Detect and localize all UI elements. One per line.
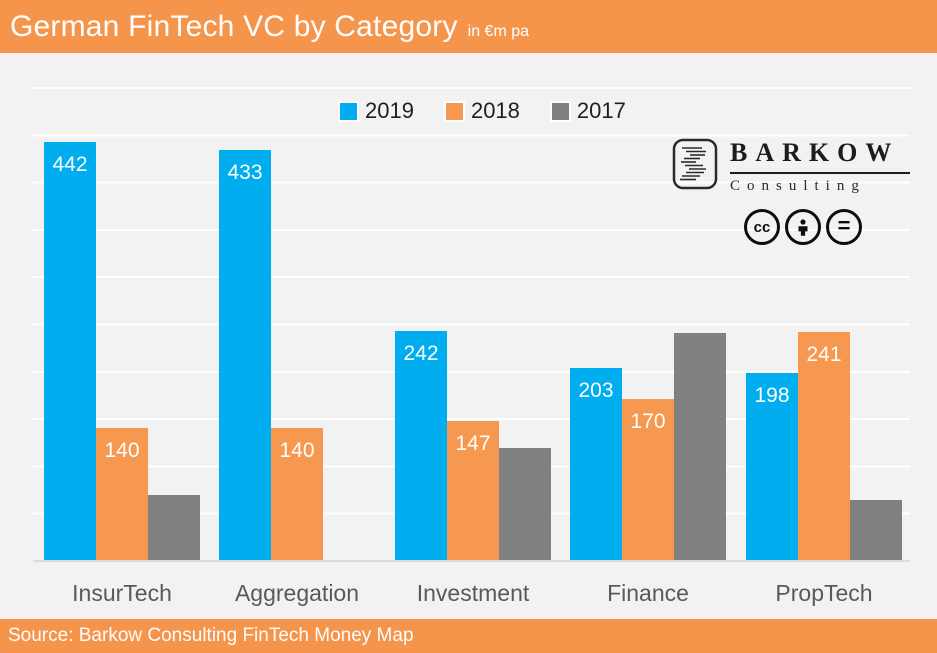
page-title: German FinTech VC by Category	[10, 10, 458, 43]
bar-value-label: 241	[806, 343, 842, 366]
bar-2019-proptech: 198	[746, 372, 798, 560]
bar-value-label: 198	[754, 383, 790, 407]
barkow-wordmark: BARKOW	[730, 138, 900, 167]
bar-value-label: 203	[578, 379, 614, 402]
bar-2018-investment: 147	[447, 420, 499, 560]
bar-value-label: 242	[403, 342, 439, 366]
bar-value-label: 140	[279, 438, 315, 462]
category-label-finance: Finance	[607, 580, 689, 606]
title-units: in €m pa	[467, 23, 530, 40]
cc-icon: cc	[744, 209, 780, 245]
source-text: Source: Barkow Consulting FinTech Money …	[8, 625, 414, 646]
bar-2019-aggregation: 433	[219, 150, 271, 560]
bar-value-label: 433	[227, 161, 263, 185]
legend-swatch-2019	[338, 100, 359, 122]
bar-2019-investment: 242	[395, 331, 447, 560]
bar-2017-finance	[674, 333, 726, 560]
bar-2019-insurtech: 442	[44, 141, 96, 560]
legend-item-2017: 2017	[549, 98, 626, 124]
bar-value-label: 140	[104, 438, 140, 462]
bar-2017-insurtech	[148, 494, 200, 560]
bar-value-label: 170	[630, 410, 666, 434]
category-label-proptech: PropTech	[775, 580, 873, 606]
category-label-investment: Investment	[416, 580, 530, 606]
bar-value-label: 442	[52, 152, 88, 176]
bar-2019-finance: 203	[570, 368, 622, 560]
plot-area: 442 140 433 140 242 147 203 170 198 241	[33, 87, 910, 560]
bar-2017-proptech	[850, 500, 902, 560]
no-derivatives-equals-icon: =	[826, 209, 862, 245]
legend-item-2018: 2018	[443, 98, 520, 124]
bar-2018-finance: 170	[622, 399, 674, 560]
attribution-person-icon	[785, 209, 821, 245]
bar-value-label: 147	[455, 431, 491, 455]
barkow-branding: BARKOW Consulting cc =	[672, 138, 910, 245]
barkow-logo-mark-icon	[672, 138, 718, 195]
legend-swatch-2017	[549, 100, 571, 122]
category-label-insurtech: InsurTech	[72, 580, 172, 606]
bar-2018-proptech: 241	[798, 332, 850, 560]
title-bar: German FinTech VC by Category in €m pa	[0, 0, 937, 53]
legend-item-2019: 2019	[338, 98, 414, 124]
chart-legend: 2019 2018 2017	[338, 98, 626, 124]
legend-label-2017: 2017	[576, 98, 626, 123]
legend-swatch-2018	[443, 100, 465, 122]
source-bar: Source: Barkow Consulting FinTech Money …	[0, 619, 937, 653]
brand-divider	[730, 172, 910, 174]
category-label-aggregation: Aggregation	[234, 580, 360, 606]
license-icons: cc =	[744, 209, 908, 245]
legend-label-2018: 2018	[470, 98, 520, 123]
bar-2018-aggregation: 140	[271, 427, 323, 560]
bar-2017-investment	[499, 448, 551, 560]
x-axis-line	[33, 560, 910, 562]
legend-label-2019: 2019	[365, 98, 414, 123]
consulting-wordmark: Consulting	[730, 178, 866, 194]
bar-2018-insurtech: 140	[96, 427, 148, 560]
